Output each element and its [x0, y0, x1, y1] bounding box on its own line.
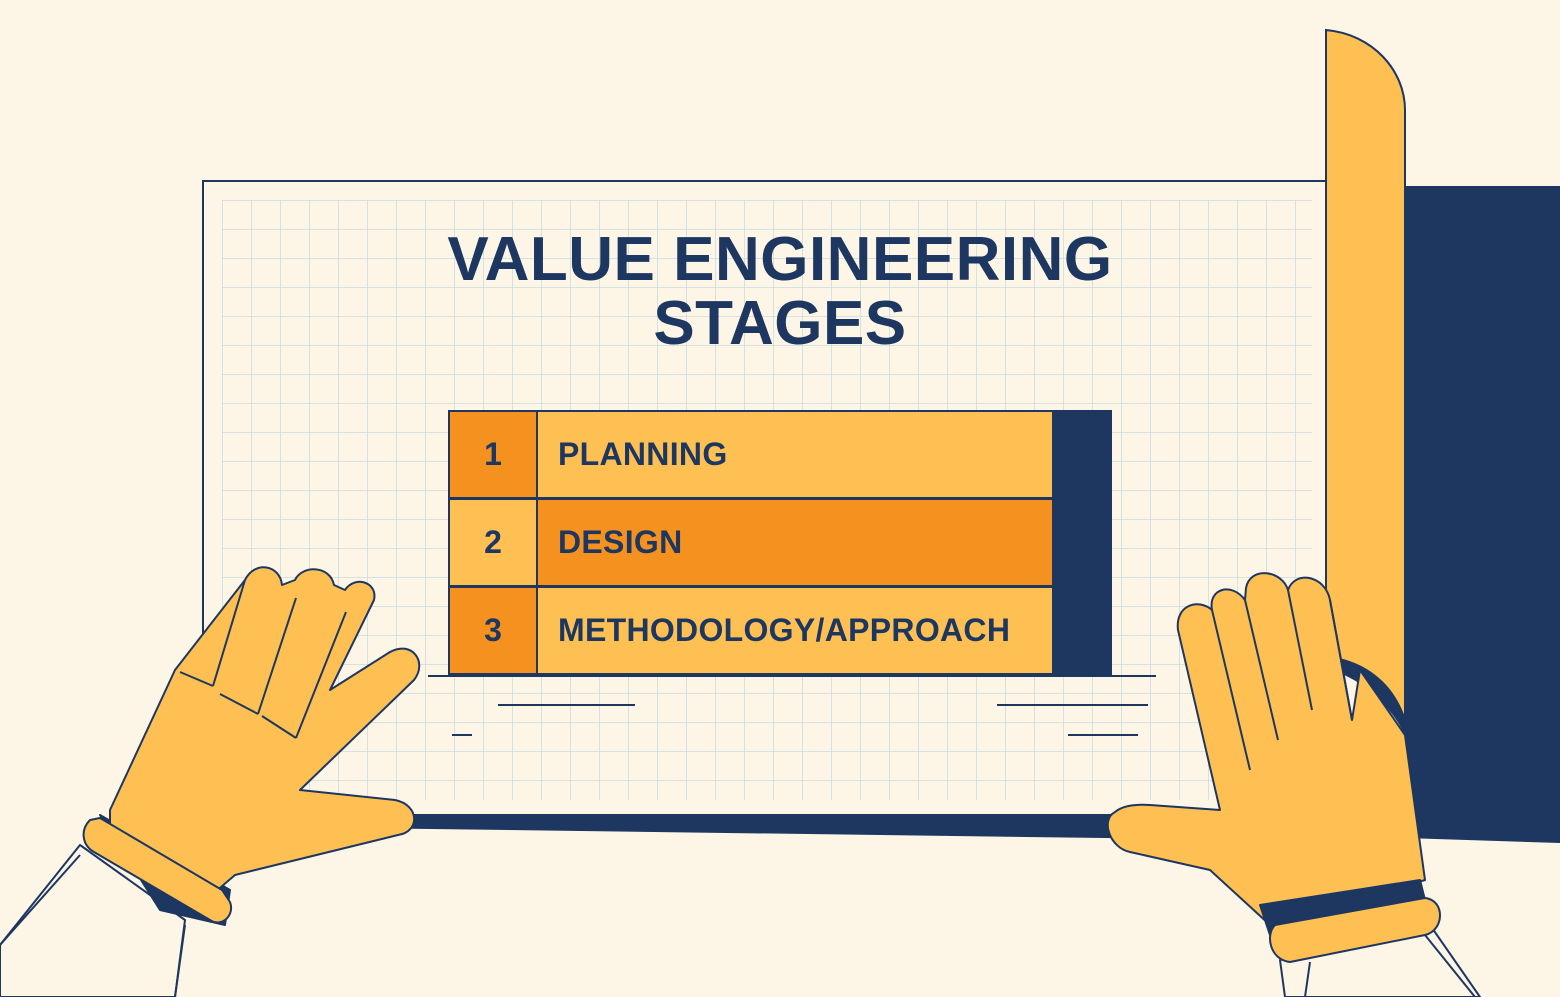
page-title: VALUE ENGINEERING STAGES [380, 228, 1180, 356]
stage-table: 1 PLANNING 2 DESIGN 3 METHODOLOGY/APPROA… [448, 410, 1054, 675]
paper-shadow [205, 812, 1405, 842]
stage-row-planning: 1 PLANNING [448, 410, 1054, 499]
stage-row-methodology: 3 METHODOLOGY/APPROACH [448, 586, 1054, 675]
stage-label: METHODOLOGY/APPROACH [538, 588, 1052, 673]
left-glove [0, 566, 421, 997]
stage-number: 2 [450, 500, 538, 585]
decor-lines [428, 675, 1156, 736]
navy-backdrop [1405, 186, 1560, 843]
table-shadow [1052, 410, 1112, 676]
stage-label: PLANNING [538, 412, 1052, 497]
right-glove [1106, 572, 1481, 997]
stage-number: 1 [450, 412, 538, 497]
stage-row-design: 2 DESIGN [448, 498, 1054, 587]
stage-label: DESIGN [538, 500, 1052, 585]
title-line-1: VALUE ENGINEERING [447, 225, 1113, 294]
paper-roll [1325, 28, 1406, 721]
stage-number: 3 [450, 588, 538, 673]
title-line-2: STAGES [653, 289, 907, 358]
